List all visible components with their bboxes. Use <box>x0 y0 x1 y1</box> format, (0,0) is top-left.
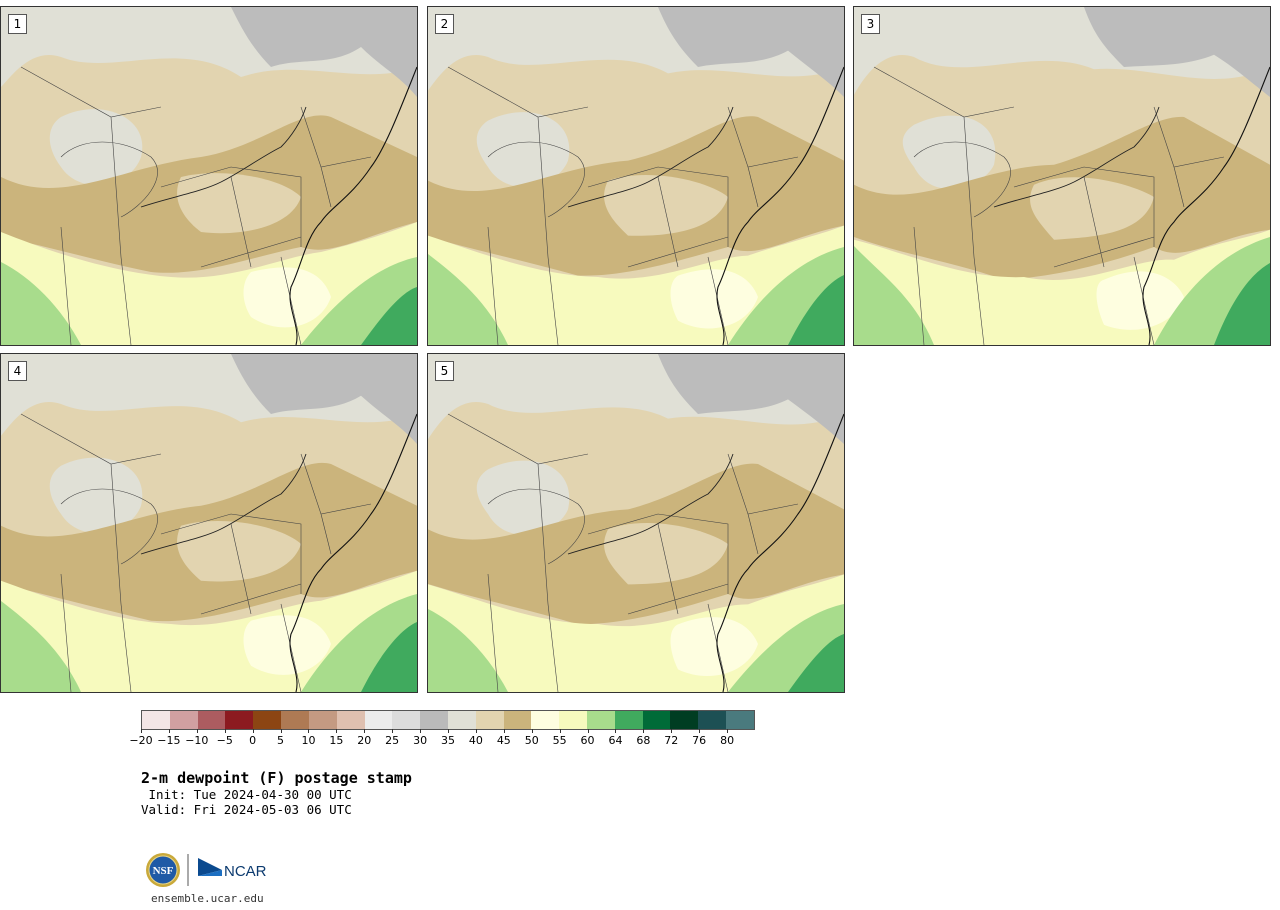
legend-swatch <box>253 711 282 729</box>
legend-tick-mark <box>671 729 673 733</box>
legend-tick-mark <box>448 729 449 733</box>
nsf-logo-icon: NSF <box>146 853 180 887</box>
legend-swatch <box>364 711 393 729</box>
legend-tick-mark <box>308 729 310 733</box>
legend-swatch <box>642 711 671 729</box>
legend-tick-mark <box>280 729 282 733</box>
legend-tick-label: 64 <box>608 734 623 747</box>
legend-tick-label: 30 <box>413 734 428 747</box>
legend-tick-mark <box>559 729 561 733</box>
legend-tick-mark <box>168 729 170 733</box>
color-legend-ticks: −20 −15 −10 −5 0 5 10 15 20 25 30 35 40 45 50 55 60 64 68 7… <box>129 729 755 750</box>
legend-tick-mark <box>699 729 701 733</box>
legend-tick-mark <box>727 729 729 733</box>
site-url: ensemble.ucar.edu <box>151 892 264 905</box>
valid-time: Valid: Fri 2024-05-03 06 UTC <box>141 802 352 817</box>
panel-number-label: 1 <box>8 14 27 34</box>
legend-tick-mark <box>531 729 533 733</box>
legend-swatch <box>670 711 699 729</box>
map-panel-1[interactable]: 1 <box>0 6 418 346</box>
legend-tick-label: −5 <box>216 734 233 747</box>
dewpoint-field-map <box>1 7 417 345</box>
panel-number-label: 4 <box>8 361 27 381</box>
legend-swatch <box>475 711 504 729</box>
legend-swatch <box>169 711 198 729</box>
legend-tick-mark <box>503 729 505 733</box>
legend-tick-label: 10 <box>301 734 316 747</box>
legend-tick-label: 25 <box>385 734 400 747</box>
legend-tick-mark <box>615 729 617 733</box>
legend-tick-label: 15 <box>329 734 344 747</box>
legend-tick-mark <box>392 729 394 733</box>
legend-tick-mark <box>420 729 422 733</box>
legend-swatch <box>503 711 532 729</box>
legend-tick-label: 55 <box>552 734 567 747</box>
legend-tick-label: 5 <box>277 734 285 747</box>
dewpoint-field-map <box>854 7 1270 345</box>
legend-tick-label: 0 <box>249 734 257 747</box>
svg-text:NCAR: NCAR <box>224 863 267 880</box>
map-panel-2[interactable]: 2 <box>427 6 845 346</box>
legend-tick-label: 68 <box>636 734 651 747</box>
legend-swatch <box>559 711 587 729</box>
legend-tick-mark <box>643 729 645 733</box>
legend-swatch <box>197 711 226 729</box>
legend-swatch <box>614 711 643 729</box>
legend-swatch <box>420 711 448 729</box>
legend-swatch <box>336 711 365 729</box>
legend-swatch <box>447 711 476 729</box>
map-panel-5[interactable]: 5 <box>427 353 845 693</box>
legend-tick-mark <box>336 729 338 733</box>
legend-tick-mark <box>587 729 589 733</box>
color-legend-bar <box>141 710 755 730</box>
legend-tick-label: −20 <box>129 734 153 747</box>
legend-tick-mark <box>196 729 198 733</box>
dewpoint-field-map <box>428 7 844 345</box>
legend-tick-label: 50 <box>524 734 539 747</box>
legend-tick-label: 45 <box>496 734 511 747</box>
legend-tick-label: 72 <box>664 734 679 747</box>
legend-tick-label: −15 <box>157 734 181 747</box>
svg-text:NSF: NSF <box>153 865 174 877</box>
map-panel-4[interactable]: 4 <box>0 353 418 693</box>
legend-tick-label: 80 <box>720 734 735 747</box>
legend-swatch <box>392 711 421 729</box>
panel-number-label: 2 <box>435 14 454 34</box>
legend-swatch <box>698 711 727 729</box>
ncar-logo-icon: NCAR <box>198 858 267 880</box>
init-time: Init: Tue 2024-04-30 00 UTC <box>141 787 352 802</box>
legend-tick-label: 60 <box>580 734 595 747</box>
legend-tick-label: −10 <box>185 734 209 747</box>
plot-title: 2-m dewpoint (F) postage stamp <box>141 769 412 787</box>
legend-tick-label: 40 <box>468 734 483 747</box>
logos: NSF NCAR <box>144 850 284 892</box>
dewpoint-field-map <box>428 354 844 692</box>
legend-tick-mark <box>475 729 477 733</box>
legend-tick-mark <box>364 729 366 733</box>
legend-swatch <box>308 711 337 729</box>
legend-swatch <box>142 711 170 729</box>
panel-number-label: 3 <box>861 14 880 34</box>
legend-tick-label: 20 <box>357 734 372 747</box>
legend-tick-mark <box>252 729 254 733</box>
legend-tick-label: 76 <box>692 734 707 747</box>
legend-swatch <box>726 711 754 729</box>
legend-swatch <box>225 711 254 729</box>
legend-tick-mark <box>141 729 142 733</box>
legend-swatch <box>281 711 309 729</box>
panel-number-label: 5 <box>435 361 454 381</box>
map-panel-3[interactable]: 3 <box>853 6 1271 346</box>
legend-tick-mark <box>224 729 226 733</box>
legend-swatch <box>531 711 560 729</box>
legend-tick-label: 35 <box>441 734 455 747</box>
dewpoint-field-map <box>1 354 417 692</box>
legend-swatch <box>587 711 615 729</box>
